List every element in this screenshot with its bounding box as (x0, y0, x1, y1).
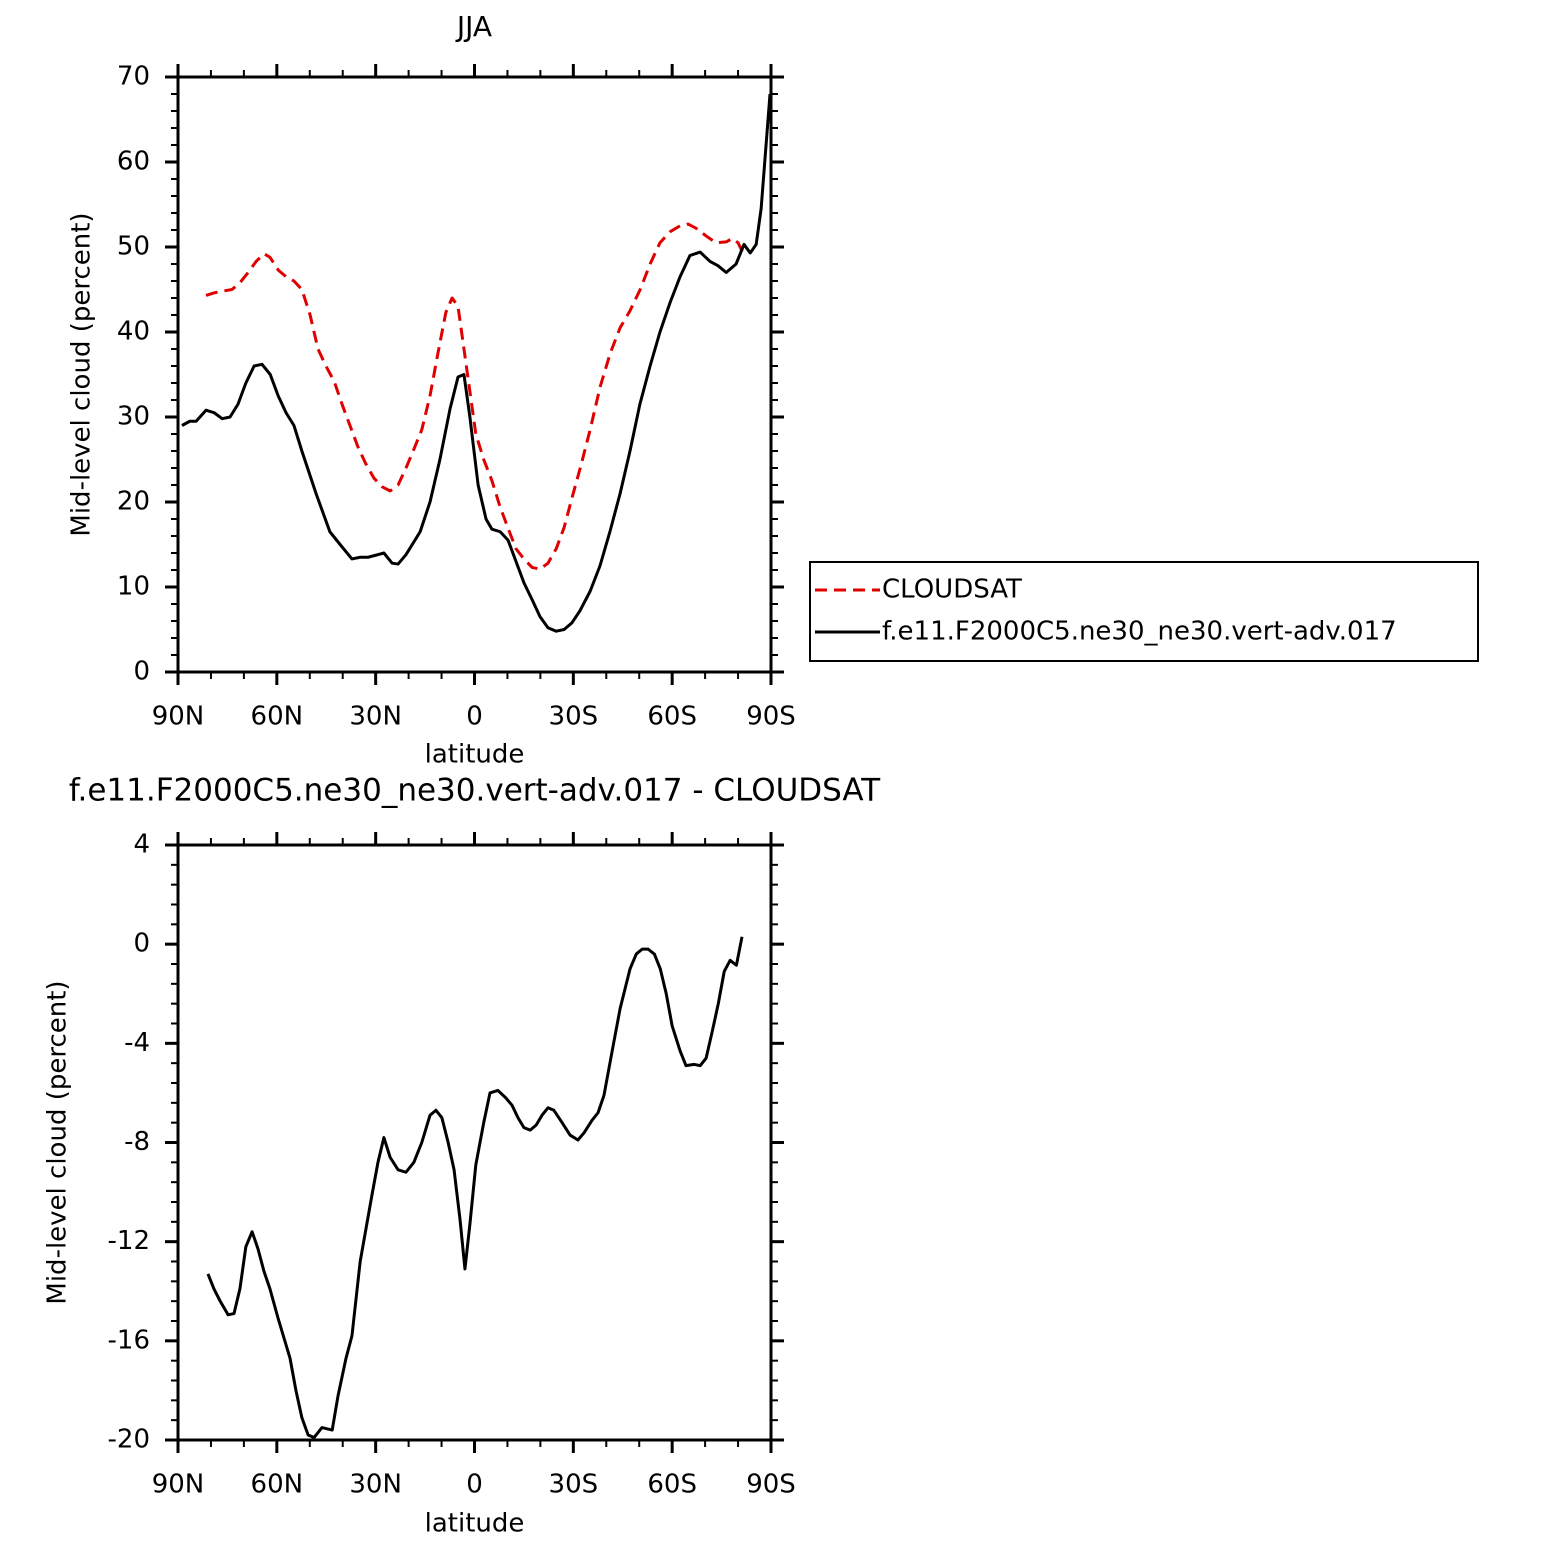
y-tick-label: 0 (133, 929, 150, 959)
y-tick-label: -4 (124, 1028, 150, 1058)
y-tick-label: 60 (117, 147, 150, 177)
y-tick-label: -16 (108, 1325, 150, 1355)
legend-label: f.e11.F2000C5.ne30_ne30.vert-adv.017 (882, 617, 1397, 647)
data-line (206, 936, 744, 1440)
x-axis-label: latitude (425, 1509, 525, 1539)
x-tick-label: 60S (647, 702, 697, 732)
x-tick-label: 30S (549, 702, 599, 732)
y-tick-label: 50 (117, 232, 150, 262)
x-tick-label: 90N (152, 1470, 205, 1500)
data-line (205, 222, 745, 571)
y-tick-label: 30 (117, 402, 150, 432)
x-tick-label: 60N (251, 702, 304, 732)
x-tick-label: 30N (349, 1470, 402, 1500)
plot-frame (176, 843, 773, 1442)
x-tick-label: 90S (746, 1470, 796, 1500)
y-tick-label: 40 (117, 317, 150, 347)
x-tick-label: 90S (746, 702, 796, 732)
x-tick-label: 90N (152, 702, 205, 732)
y-tick-label: 0 (133, 657, 150, 687)
x-tick-label: 30N (349, 702, 402, 732)
x-tick-label: 0 (466, 1470, 483, 1500)
y-tick-label: 70 (117, 62, 150, 92)
chart-title: JJA (455, 10, 492, 43)
y-tick-label: -20 (108, 1425, 150, 1455)
x-tick-label: 60N (251, 1470, 304, 1500)
legend-label: CLOUDSAT (882, 575, 1022, 605)
y-tick-label: 20 (117, 487, 150, 517)
x-tick-label: 60S (647, 1470, 697, 1500)
x-tick-label: 30S (549, 1470, 599, 1500)
y-axis-label: Mid-level cloud (percent) (43, 980, 73, 1304)
y-tick-label: -8 (124, 1127, 150, 1157)
chart-title: f.e11.F2000C5.ne30_ne30.vert-adv.017 - C… (69, 773, 881, 809)
plot-frame (176, 75, 773, 674)
y-tick-label: 10 (117, 572, 150, 602)
x-axis-label: latitude (425, 740, 525, 770)
x-tick-label: 0 (466, 702, 483, 732)
legend-box (809, 561, 1479, 662)
y-tick-label: 4 (133, 830, 150, 860)
data-line (181, 93, 772, 633)
y-tick-label: -12 (108, 1226, 150, 1256)
y-axis-label: Mid-level cloud (percent) (67, 212, 97, 536)
